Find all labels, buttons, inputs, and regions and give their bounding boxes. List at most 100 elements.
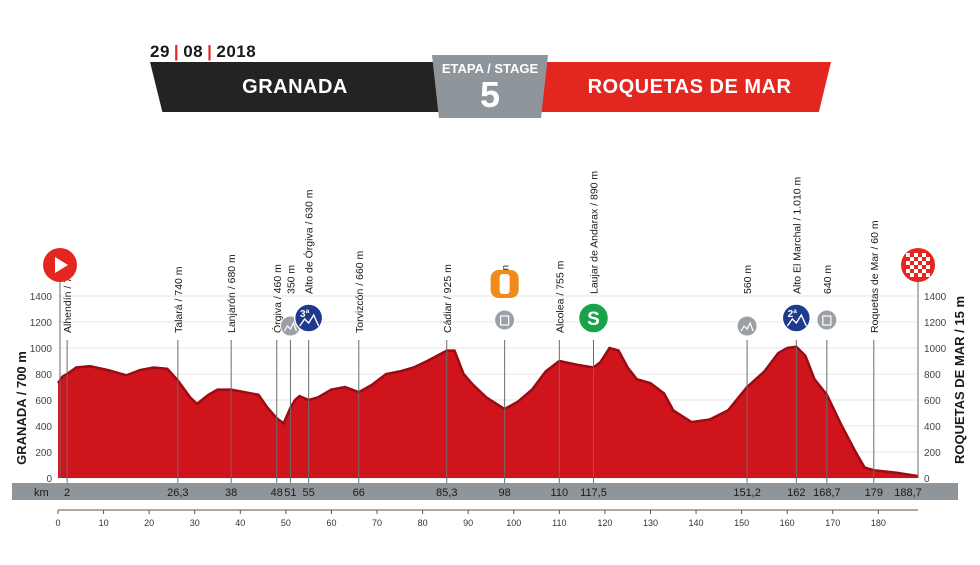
x-tick-label: 160 [780,518,795,528]
checker-square [922,253,926,257]
y-tick-label-left: 1400 [30,292,53,303]
climb-category-tag: 2ª [788,309,798,320]
x-tick-label: 90 [463,518,473,528]
climb-category-icon [293,303,324,333]
checkpoint-label: Alcolea / 755 m [554,260,566,333]
km-mark-label: 85,3 [436,487,457,499]
checker-square [926,257,930,261]
x-tick-label: 80 [418,518,428,528]
x-tick-label: 30 [190,518,200,528]
x-tick-label: 140 [689,518,704,528]
elevation-area [58,346,918,478]
right-axis-label: ROQUETAS DE MAR / 15 m [952,296,967,464]
checkpoint-label: 640 m [822,265,834,294]
checker-square [918,257,922,261]
checker-square [906,261,910,265]
checker-square [922,269,926,273]
mountain-glyph [299,313,320,327]
x-tick-label: 110 [552,518,566,528]
stage-date: 29 | 08 | 2018 [150,42,256,62]
y-tick-label-left: 600 [35,396,52,407]
date-month: 08 [183,42,204,61]
y-tick-label-right: 400 [924,422,941,433]
y-tick-label-left: 1000 [30,344,53,355]
x-tick-label: 130 [643,518,658,528]
y-tick-label-left: 800 [35,370,52,381]
start-city-banner: GRANADA [150,62,460,112]
y-tick-label-left: 1200 [30,318,53,329]
bin-glyph [500,315,510,326]
checker-square [910,257,914,261]
checker-square [918,265,922,269]
x-tick-label: 10 [99,518,109,528]
finish-city: ROQUETAS DE MAR [587,76,792,98]
x-tick-label: 100 [506,518,521,528]
checker-square [926,265,930,269]
checkpoint-label: Laujar de Andarax / 890 m [589,171,601,294]
sprint-tag: S [587,309,600,330]
y-tick-label-right: 0 [924,474,930,485]
date-year: 2018 [216,42,257,61]
km-mark-label: 98 [499,487,511,499]
climb-category-icon [781,303,812,333]
x-tick-label: 150 [734,518,749,528]
y-tick-label-right: 600 [924,396,941,407]
water-bottle-icon [494,309,516,331]
km-mark-label: 168,7 [813,487,841,499]
elevation-ridge [56,345,919,478]
start-city: GRANADA [242,76,348,98]
checker-square [914,261,918,265]
y-tick-label-right: 1400 [924,292,947,303]
y-tick-label-right: 800 [924,370,941,381]
km-bar [12,483,958,500]
mountain-glyph [283,321,297,332]
y-tick-label-right: 1200 [924,318,947,329]
checker-square [910,265,914,269]
x-tick-label: 120 [597,518,612,528]
x-tick-label: 170 [825,518,840,528]
km-mark-label: 162 [787,487,805,499]
y-tick-label-left: 0 [46,474,52,485]
km-mark-label: 55 [303,487,315,499]
left-axis-label: GRANADA / 700 m [14,351,29,465]
checkpoint-label: Alto El Marchal / 1.010 m [791,176,803,294]
mountain-glyph [740,321,754,332]
y-tick-label-left: 200 [35,448,52,459]
date-separator: | [173,42,180,61]
checkpoint-label: Talará / 740 m [173,266,185,333]
bottle-glyph [499,274,510,294]
checkpoint-label: Lanjarón / 680 m [226,254,238,333]
checkpoint-label: Torvizcón / 660 m [354,250,366,333]
date-separator: | [207,42,213,61]
checker-square [914,269,918,273]
bin-glyph [822,315,832,326]
stage-label: ETAPA / STAGE [441,61,539,76]
x-tick-label: 20 [144,518,154,528]
x-tick-label: 0 [55,518,60,528]
checkpoint-label: 350 m [285,265,297,294]
checker-square [926,273,930,277]
km-mark-label: 151,2 [733,487,761,499]
climb-category-tag: 3ª [300,309,310,320]
km-mark-label: 26,3 [167,487,188,499]
checkpoint-label: Órgiva / 460 m [271,264,284,333]
y-tick-label-right: 200 [924,448,941,459]
km-mark-label: 117,5 [580,487,607,499]
checker-square [906,253,910,257]
checkpoint-label: Cádiar / 925 m [442,264,454,333]
checkpoint-label: 560 m [742,265,754,294]
minor-climb-icon [736,315,758,337]
finish-city-banner: ROQUETAS DE MAR [528,62,831,112]
km-mark-label: 179 [865,487,883,499]
km-mark-label: 51 [284,487,296,499]
x-tick-label: 70 [372,518,382,528]
x-tick-label: 50 [281,518,291,528]
stage-number: 5 [479,74,501,115]
checker-square [910,273,914,277]
stage-badge: ETAPA / STAGE 5 [432,55,548,118]
km-mark-label: 188,7 [894,487,922,499]
intermediate-sprint-icon [577,302,610,334]
km-mark-label: 48 [271,487,283,499]
km-mark-label: 38 [225,487,237,499]
